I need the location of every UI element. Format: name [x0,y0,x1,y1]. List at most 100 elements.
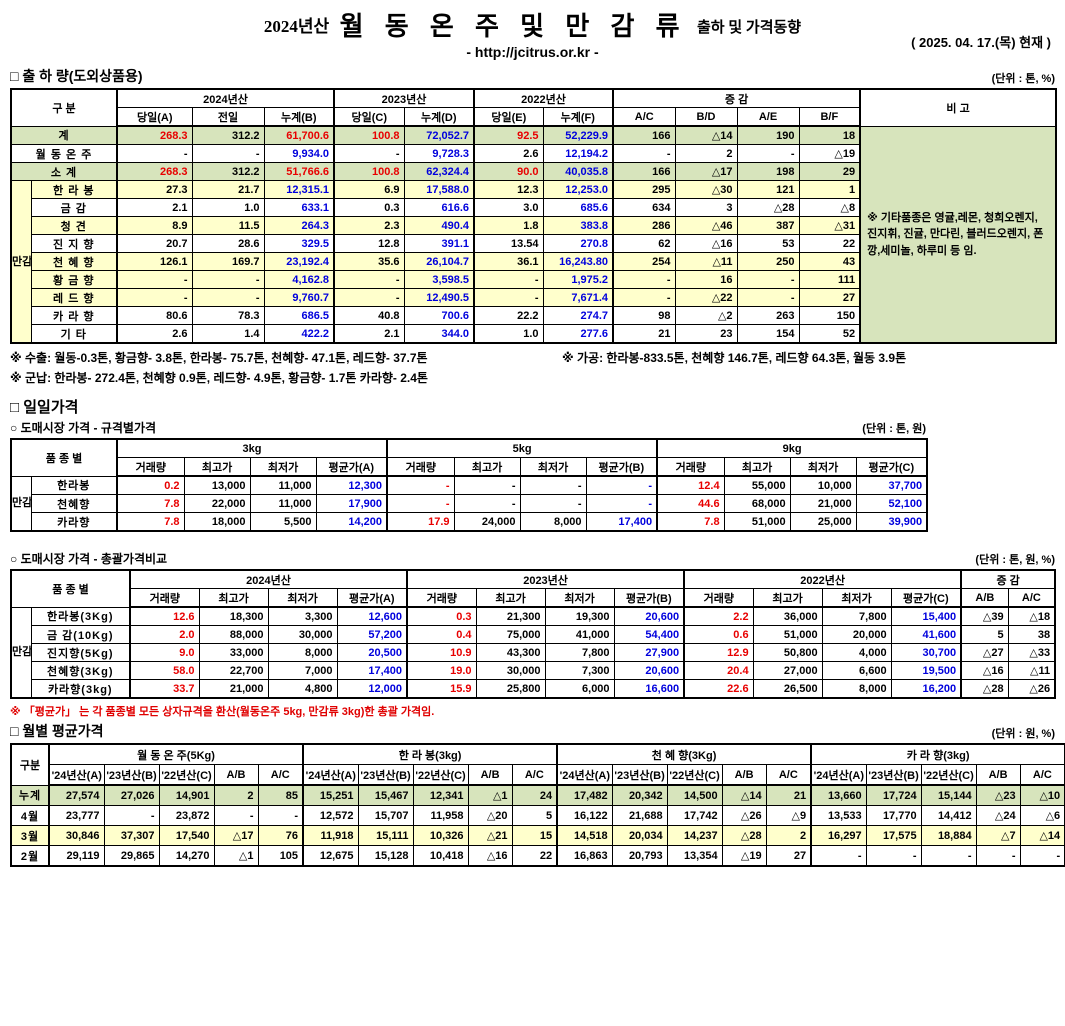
title-year: 2024년산 [263,17,330,36]
header-cell: 증 감 [960,569,1056,589]
group-label: 만감류 [10,475,32,532]
cell: 78.3 [191,306,265,325]
header-cell: 최저가 [519,457,587,477]
cell: 16,863 [556,845,613,867]
cell: 62,324.4 [403,162,475,181]
cell: - [736,270,800,289]
cell: 391.1 [403,234,475,253]
header-cell: A/B [960,588,1009,608]
cell: 15,251 [302,784,359,806]
cell: 16,600 [613,679,685,699]
cell: 21.7 [191,180,265,199]
header-cell: '24년산(A) [302,764,359,786]
cell: 12.9 [683,643,754,662]
cell: 7.8 [116,512,185,532]
cell: 80.6 [116,306,193,325]
cell: 16,297 [810,825,867,846]
header-cell: 2023년산 [406,569,685,589]
note-processing: ※ 가공: 한라봉-833.5톤, 천혜향 146.7톤, 레드향 64.3톤,… [562,351,907,365]
cell: △30 [674,180,738,199]
cell: 88,000 [198,625,269,644]
cell: △9 [765,805,812,826]
cell: 8,000 [267,643,338,662]
cell: 263 [736,306,800,325]
overall-price-unit: (단위 : 톤, 원, %) [975,554,1055,566]
header-cell: A/C [1007,588,1056,608]
header-cell: 2024년산 [116,88,335,108]
cell: 21 [612,324,676,344]
cell: 51,000 [723,512,791,532]
header-cell: '23년산(B) [865,764,922,786]
cell: 2.6 [116,324,193,344]
cell: 15,467 [357,784,414,806]
cell: 28.6 [191,234,265,253]
header-cell: 당일(A) [116,107,193,127]
row-label: 금 감(10Kg) [30,625,131,644]
cell: 1,975.2 [542,270,614,289]
cell: △16 [674,234,738,253]
cell: - [612,288,676,307]
spec-price-table: 품 종 별 3kg 5kg 9kg 거래량 최고가 최저가 평균가(A) 거래량 최고가 최저가 평균… [10,438,929,532]
cell: △23 [975,784,1021,806]
header-cell: A/C [511,764,558,786]
monthly-price-table: 구분 월 동 온 주(5Kg) 한 라 봉(3kg) 천 혜 향(3Kg) 카 라 향(… [10,743,1065,867]
cell: △1 [467,784,513,806]
cell: 36.1 [473,252,544,271]
cell: - [116,270,193,289]
cell: - [920,845,977,867]
cell: - [453,475,521,495]
cell: 35.6 [333,252,405,271]
cell: 29,865 [103,845,160,867]
cell: 25,800 [475,679,546,699]
spec-price-unit: (단위 : 톤, 원) [862,423,926,435]
cell: 15,144 [920,784,977,806]
cell: 312.2 [191,125,265,145]
header-cell: 평균가(A) [336,588,408,608]
cell: 26,500 [752,679,823,699]
cell: 616.6 [403,198,475,217]
cell: 2.0 [129,625,200,644]
cell: 20.4 [683,661,754,680]
cell: 7.8 [656,512,725,532]
header-cell: A/C [612,107,676,127]
cell: 2 [674,144,738,163]
cell: △14 [721,784,767,806]
cell: 3.0 [473,198,544,217]
cell: 9,760.7 [263,288,335,307]
cell: 11,000 [249,475,317,495]
cell: - [736,144,800,163]
cell: 105 [257,845,304,867]
header-cell: '24년산(A) [810,764,867,786]
header-cell: '22년산(C) [158,764,215,786]
cell: - [1019,845,1065,867]
cell: 39,900 [855,512,928,532]
cell: 13,000 [183,475,251,495]
cell: 27.3 [116,180,193,199]
cell: △28 [960,679,1009,699]
cell: △14 [1019,825,1065,846]
header-cell: A/C [1019,764,1065,786]
cell: - [191,270,265,289]
cell: 5 [511,805,558,826]
site-url: - http://jcitrus.or.kr - [466,44,599,60]
cell: 12,253.0 [542,180,614,199]
header-cell: 카 라 향(3kg) [810,743,1065,765]
cell: △19 [721,845,767,867]
cell: - [116,144,193,163]
header-cell: A/C [257,764,304,786]
cell: 27 [765,845,812,867]
cell: 52,229.9 [542,125,614,145]
cell: 18 [798,125,861,145]
cell: 40,035.8 [542,162,614,181]
cell: △28 [721,825,767,846]
cell: 90.0 [473,162,544,181]
cell: 33.7 [129,679,200,699]
shipment-section-title: □ 출 하 량(도외상품용) [10,68,143,84]
cell: 126.1 [116,252,193,271]
title-subtitle: 출하 및 가격동향 [697,20,802,36]
cell: 312.2 [191,162,265,181]
cell: 10,000 [789,475,857,495]
cell: 27,900 [613,643,685,662]
spec-price-title: ○ 도매시장 가격 - 규격별가격 [10,421,157,435]
cell: 21,688 [611,805,668,826]
